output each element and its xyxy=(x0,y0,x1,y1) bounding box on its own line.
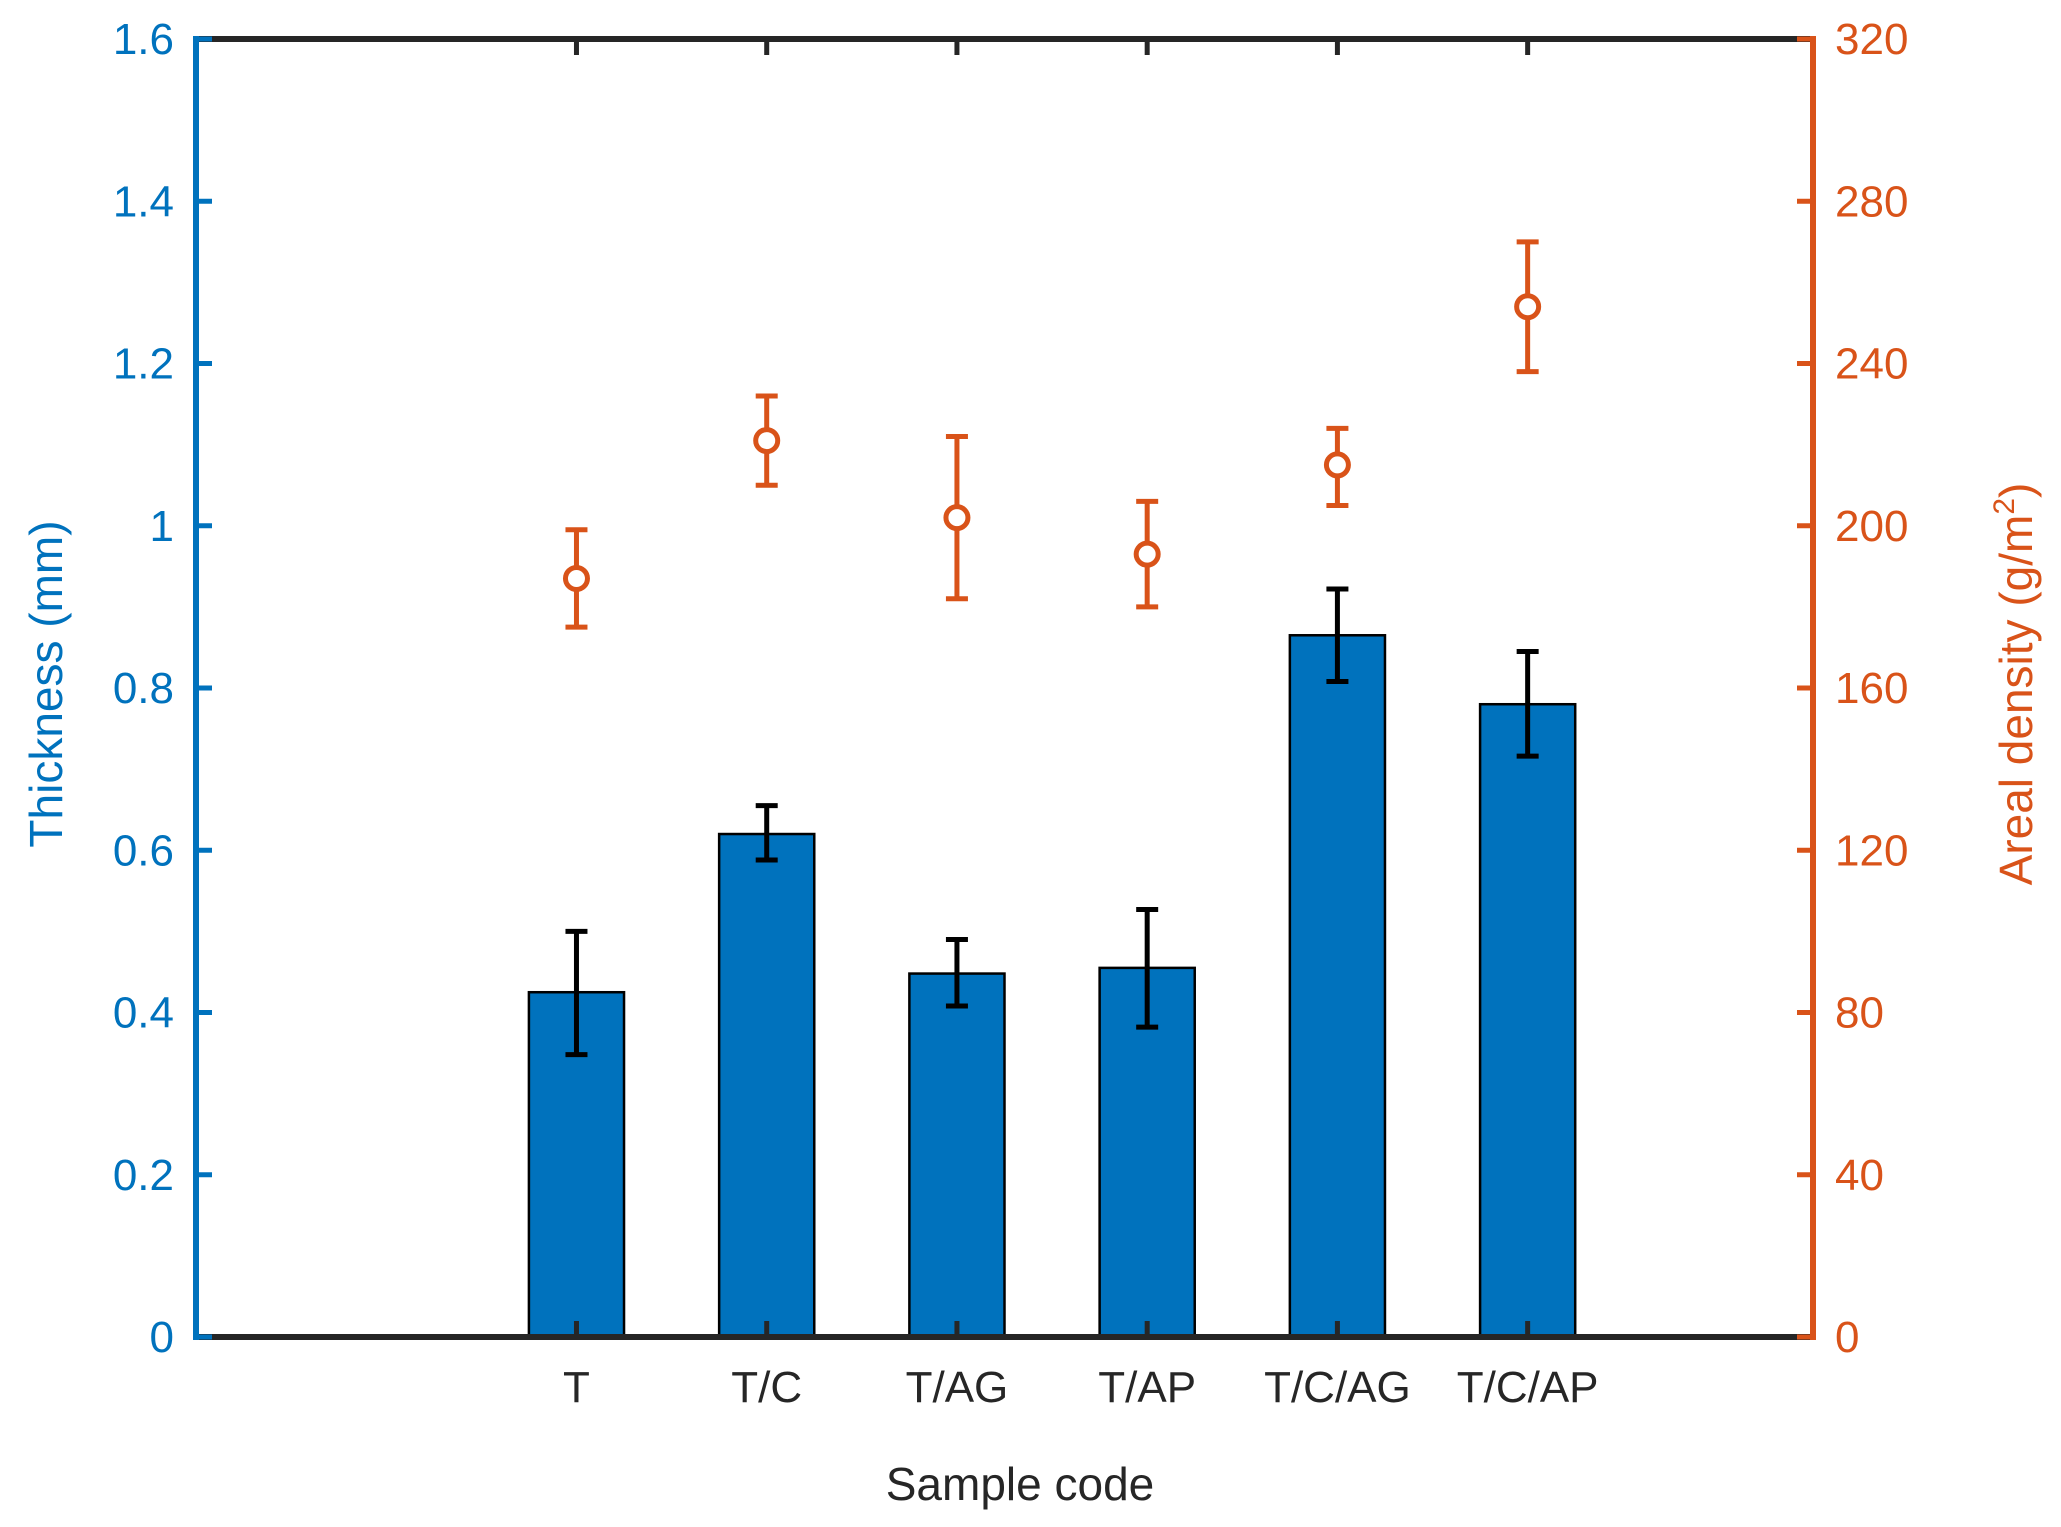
right-tick-label-4: 160 xyxy=(1835,664,1908,713)
right-tick-label-8: 320 xyxy=(1835,15,1908,64)
left-tick-label-3: 0.6 xyxy=(113,826,174,875)
thickness-bar-5 xyxy=(1478,702,1577,1339)
x-tick-label-2: T/AG xyxy=(906,1363,1009,1412)
x-tick-label-3: T/AP xyxy=(1098,1363,1196,1412)
right-axis-title-main: Areal density (g/m xyxy=(1990,515,2042,886)
right-axis-title: Areal density (g/m2) xyxy=(1988,483,2042,886)
left-tick-label-5: 1 xyxy=(150,502,174,551)
left-axis-title: Thickness (mm) xyxy=(20,520,72,847)
thickness-bar-1 xyxy=(717,832,816,1339)
right-tick-label-1: 40 xyxy=(1835,1151,1884,1200)
left-tick-label-6: 1.2 xyxy=(113,340,174,389)
bar-errorbars-layer xyxy=(565,586,1539,1058)
x-axis-ticks: T T/C T/AG T/AP T/C/AG T/C/AP xyxy=(563,39,1599,1412)
left-tick-label-2: 0.4 xyxy=(113,989,174,1038)
thickness-bar-4 xyxy=(1288,634,1387,1339)
left-tick-label-8: 1.6 xyxy=(113,15,174,64)
left-tick-label-0: 0 xyxy=(150,1313,174,1362)
bars-layer xyxy=(527,634,1577,1339)
plot-area: 0 0.2 0.4 0.6 0.8 1 1.2 1.4 1.6 0 40 80 120 160 200 24… xyxy=(113,15,1909,1412)
right-tick-label-6: 240 xyxy=(1835,340,1908,389)
left-tick-label-1: 0.2 xyxy=(113,1151,174,1200)
density-marker-3 xyxy=(1133,540,1161,568)
x-tick-label-1: T/C xyxy=(731,1363,802,1412)
density-marker-4 xyxy=(1323,451,1351,479)
left-tick-label-4: 0.8 xyxy=(113,664,174,713)
right-tick-label-7: 280 xyxy=(1835,177,1908,226)
thickness-bar-2 xyxy=(908,972,1006,1339)
right-tick-label-2: 80 xyxy=(1835,989,1884,1038)
right-axis-ticks: 0 40 80 120 160 200 240 280 320 xyxy=(1797,15,1908,1362)
left-tick-label-7: 1.4 xyxy=(113,177,174,226)
density-markers-layer xyxy=(562,239,1542,630)
left-axis-ticks: 0 0.2 0.4 0.6 0.8 1 1.2 1.4 1.6 xyxy=(113,15,212,1362)
right-tick-label-5: 200 xyxy=(1835,502,1908,551)
density-marker-2 xyxy=(943,504,971,532)
density-marker-1 xyxy=(753,427,781,455)
x-axis-title: Sample code xyxy=(886,1458,1155,1510)
right-tick-label-3: 120 xyxy=(1835,826,1908,875)
density-marker-5 xyxy=(1514,293,1542,321)
right-axis-title-close: ) xyxy=(1990,483,2042,498)
right-tick-label-0: 0 xyxy=(1835,1313,1859,1362)
x-tick-label-5: T/C/AP xyxy=(1457,1363,1599,1412)
right-axis-title-superscript: 2 xyxy=(1988,498,2021,515)
density-marker-0 xyxy=(562,564,590,592)
x-tick-label-0: T xyxy=(563,1363,590,1412)
x-tick-label-4: T/C/AG xyxy=(1264,1363,1411,1412)
